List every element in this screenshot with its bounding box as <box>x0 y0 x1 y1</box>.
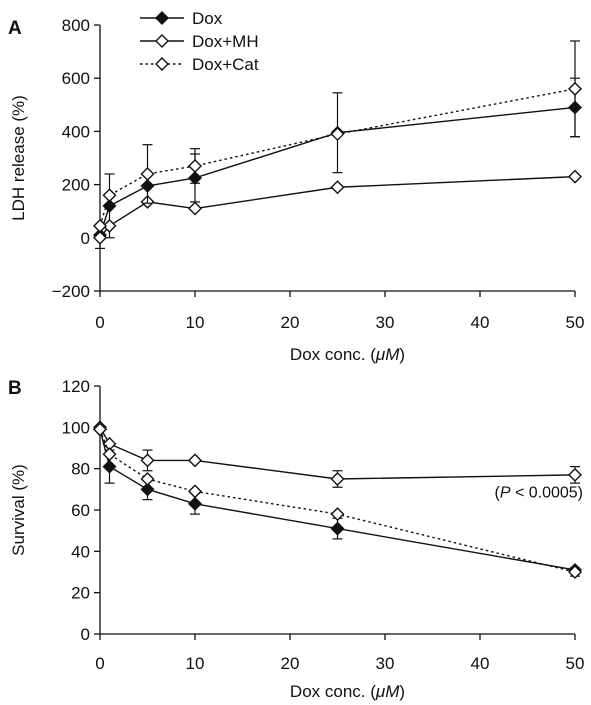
series-dox-cat <box>93 422 582 579</box>
x-tick-label: 30 <box>376 313 395 332</box>
y-tick-label: 200 <box>62 176 90 195</box>
series-dox-mh <box>93 420 582 488</box>
x-tick-label: 40 <box>471 313 490 332</box>
series-dox <box>93 77 582 243</box>
legend-label: Dox+Cat <box>192 55 259 74</box>
y-tick-label: 20 <box>71 584 90 603</box>
data-point <box>330 507 345 522</box>
x-tick-label: 20 <box>281 313 300 332</box>
x-axis-title: Dox conc. (μM) <box>290 682 405 701</box>
data-point <box>568 81 582 96</box>
legend-marker <box>155 57 169 71</box>
series-line <box>99 429 576 571</box>
x-tick-label: 10 <box>186 654 205 673</box>
y-tick-label: 800 <box>62 16 90 35</box>
data-point <box>93 218 107 233</box>
x-tick-label: 0 <box>95 313 104 332</box>
x-tick-label: 50 <box>566 654 585 673</box>
data-point <box>140 453 155 468</box>
data-point <box>102 459 117 474</box>
x-axis-title-main: Dox conc. ( <box>290 682 376 701</box>
x-axis-title: Dox conc. (μM) <box>290 345 405 364</box>
data-point <box>140 166 155 181</box>
data-point <box>188 496 202 511</box>
data-point <box>188 158 202 173</box>
y-tick-label: 120 <box>62 377 90 396</box>
annot-open: ( <box>495 485 501 502</box>
x-tick-label: 10 <box>186 313 205 332</box>
y-tick-label: 0 <box>81 625 90 644</box>
data-point <box>330 127 345 142</box>
annot-rest: < 0.0005) <box>511 485 584 502</box>
legend-label: Dox <box>192 9 223 28</box>
x-tick-label: 0 <box>95 654 104 673</box>
y-tick-label: −200 <box>52 282 90 301</box>
panel-b: 0 20 40 60 80 100 120 0 10 20 30 40 50 B Survival (%) D… <box>8 377 584 701</box>
x-tick-label: 20 <box>281 654 300 673</box>
y-tick-label: 60 <box>71 501 90 520</box>
y-tick-label: 400 <box>62 122 90 141</box>
data-point <box>102 188 117 203</box>
data-point <box>140 482 155 497</box>
x-axis-title-close: ) <box>399 345 405 364</box>
p-value-annotation: (P < 0.0005) <box>495 485 584 502</box>
panel-label: B <box>8 378 22 399</box>
panel-a: −200 0 200 400 600 800 0 10 20 30 40 50 A LDH release… <box>8 9 584 364</box>
panel-label: A <box>8 18 22 39</box>
y-tick-label: 80 <box>71 460 90 479</box>
legend-label: Dox+MH <box>192 32 259 51</box>
data-point <box>93 230 107 245</box>
series-line <box>99 88 576 227</box>
legend-marker <box>155 34 169 48</box>
data-point <box>568 565 582 579</box>
y-axis-title: Survival (%) <box>9 464 28 556</box>
data-point <box>188 201 202 216</box>
x-tick-label: 50 <box>566 313 585 332</box>
x-tick-label: 30 <box>376 654 395 673</box>
data-point <box>93 422 107 437</box>
annot-p: P <box>500 485 511 502</box>
data-point <box>568 467 582 482</box>
data-point <box>330 180 345 195</box>
y-tick-label: 0 <box>81 229 90 248</box>
x-axis-title-unit: μM <box>375 682 400 701</box>
y-axis-title: LDH release (%) <box>9 95 28 221</box>
data-point <box>330 521 345 536</box>
data-point <box>140 472 155 486</box>
x-axis-title-main: Dox conc. ( <box>290 345 376 364</box>
data-point <box>568 169 582 184</box>
data-point <box>102 447 117 462</box>
series-dox-cat <box>93 40 582 233</box>
legend: Dox Dox+MH Dox+Cat <box>140 9 259 74</box>
x-tick-label: 40 <box>471 654 490 673</box>
data-point <box>188 484 202 499</box>
y-tick-label: 100 <box>62 418 90 437</box>
legend-marker <box>155 11 169 25</box>
y-tick-label: 40 <box>71 542 90 561</box>
data-point <box>188 453 202 468</box>
data-point <box>330 472 345 486</box>
y-tick-label: 600 <box>62 69 90 88</box>
data-point <box>102 218 117 233</box>
x-axis-title-close: ) <box>399 682 405 701</box>
x-axis-title-unit: μM <box>375 345 400 364</box>
